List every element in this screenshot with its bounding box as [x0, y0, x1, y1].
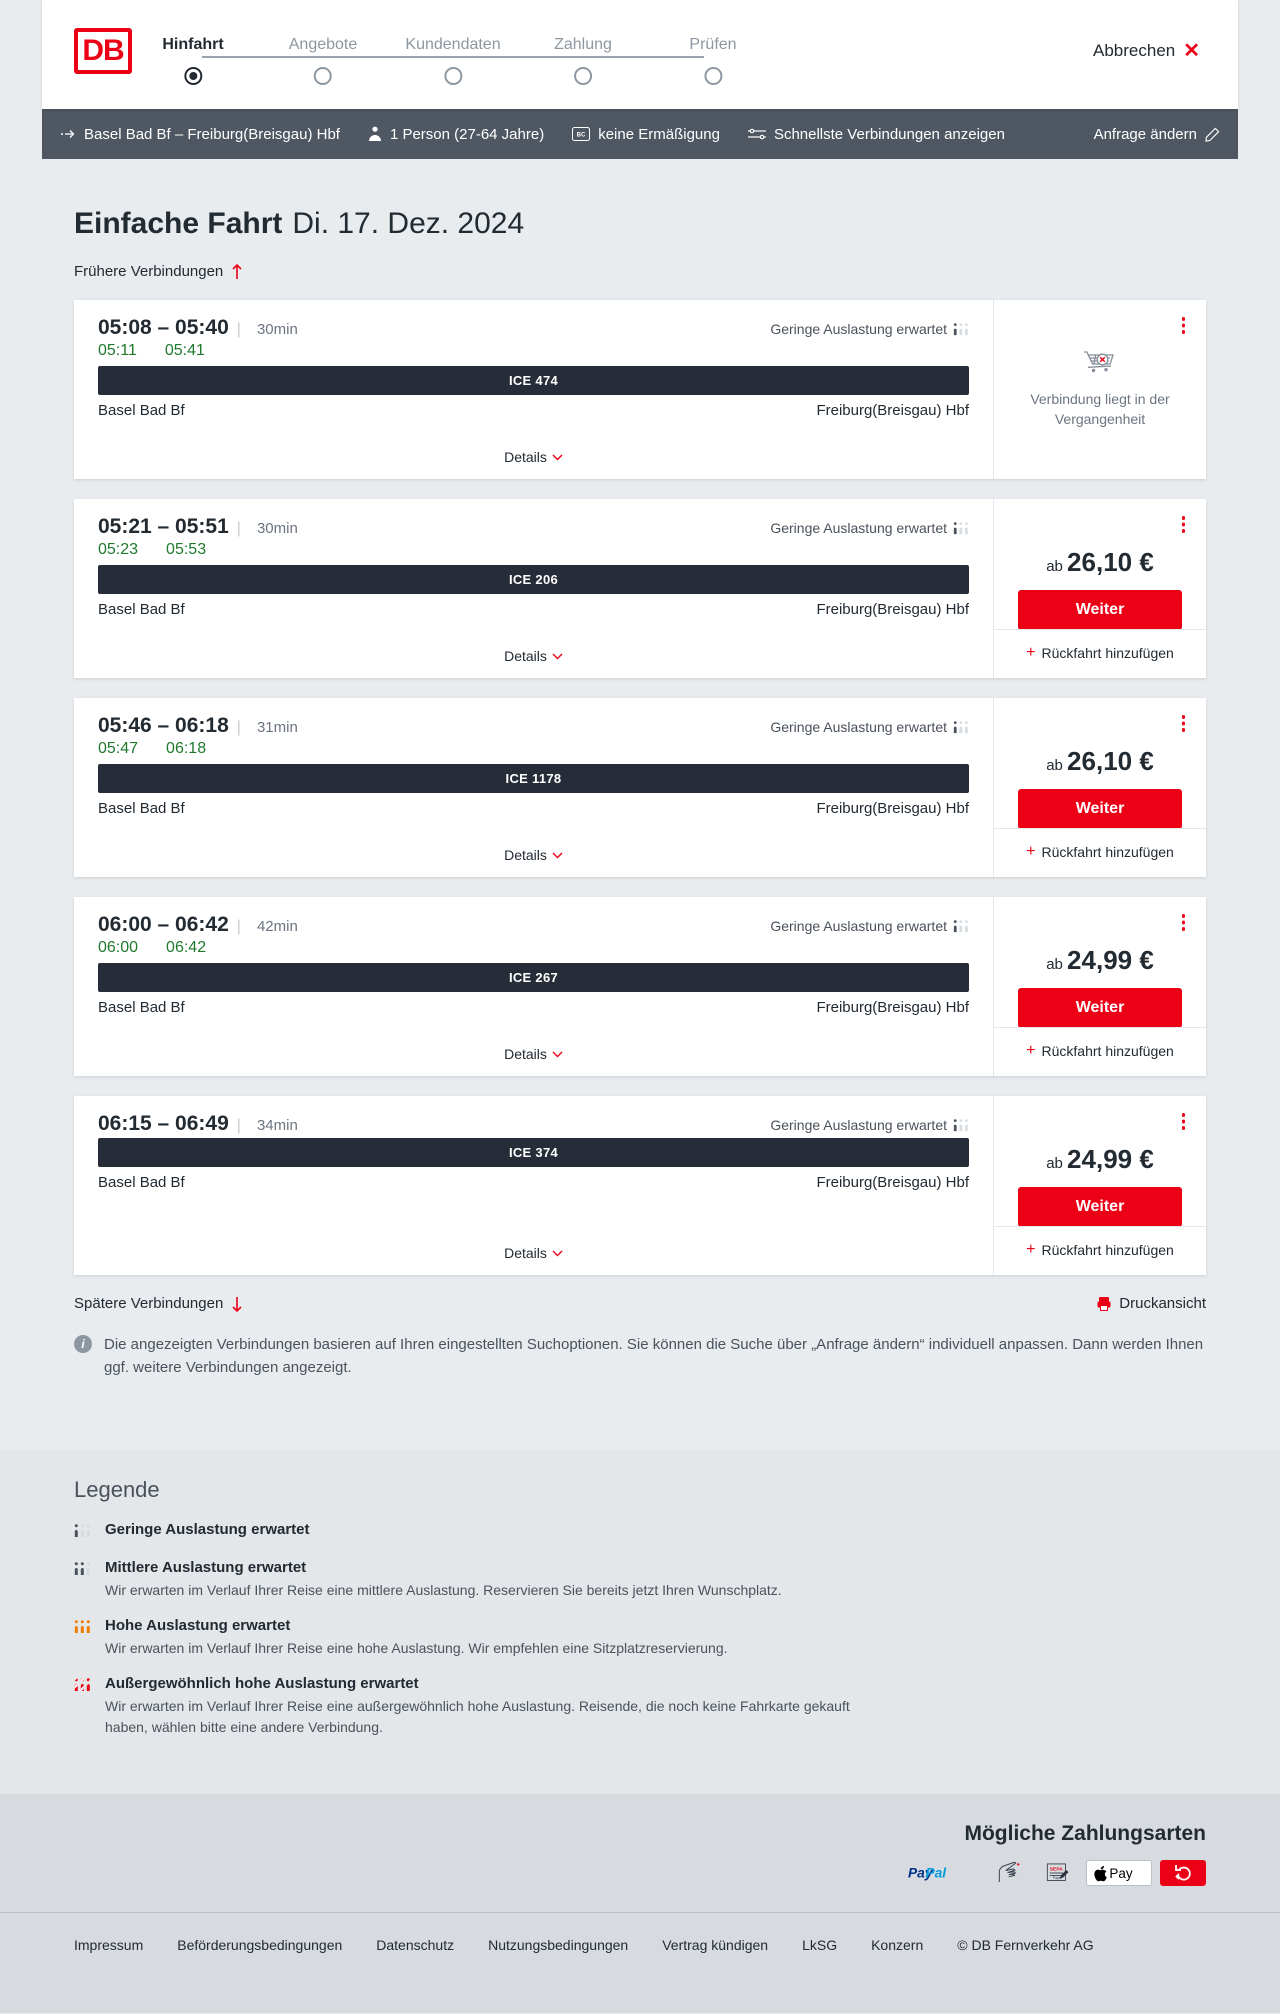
- svg-text:SEPA: SEPA: [1050, 1867, 1064, 1873]
- svg-text:Pal: Pal: [925, 1866, 947, 1881]
- svg-text:BC: BC: [577, 133, 586, 139]
- svg-text:Pay: Pay: [1109, 1866, 1132, 1881]
